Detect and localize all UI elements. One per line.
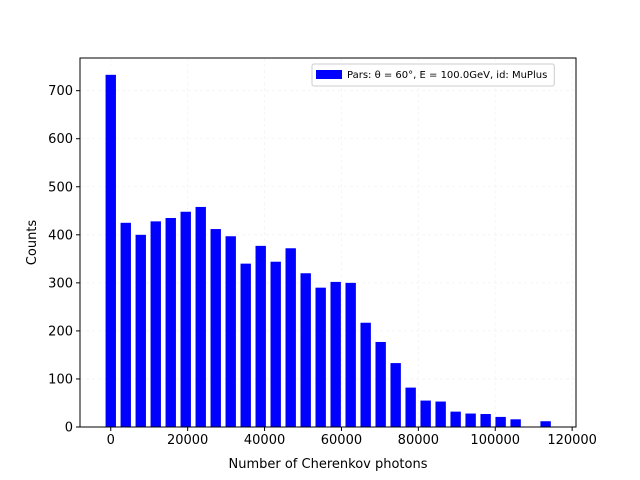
x-tick-label: 0 — [107, 433, 115, 448]
plot-frame — [79, 57, 577, 428]
bar — [390, 363, 401, 427]
x-tick-label: 40000 — [244, 433, 285, 448]
legend-swatch — [316, 70, 342, 79]
bar — [165, 217, 176, 427]
x-tick-label: 100000 — [470, 433, 520, 448]
x-tick-label: 20000 — [167, 433, 208, 448]
x-tick-label: 80000 — [398, 433, 439, 448]
y-tick-label: 0 — [65, 421, 73, 436]
bar — [450, 411, 461, 427]
bar — [225, 236, 236, 427]
bar — [105, 74, 116, 427]
bar — [270, 261, 281, 427]
bar — [315, 287, 326, 427]
x-tick-label: 120000 — [547, 433, 597, 448]
bar — [330, 281, 341, 427]
bar — [540, 421, 551, 427]
x-axis-ticks: 0 20000 40000 60000 80000 100000 120000 — [107, 427, 597, 448]
bar-series — [105, 74, 551, 427]
y-tick-label: 500 — [48, 180, 73, 195]
y-axis-label: Counts — [25, 220, 40, 266]
bar — [285, 248, 296, 427]
bar — [360, 322, 371, 427]
y-tick-label: 600 — [48, 132, 73, 147]
bar — [195, 206, 206, 427]
bar — [420, 400, 431, 427]
x-tick-label: 60000 — [321, 433, 362, 448]
bar — [300, 273, 311, 427]
bar — [120, 222, 131, 427]
y-tick-label: 200 — [48, 324, 73, 339]
bar — [480, 414, 491, 427]
bar — [435, 401, 446, 427]
y-tick-label: 400 — [48, 228, 73, 243]
legend: Pars: θ = 60°, E = 100.0GeV, id: MuPlus — [311, 63, 555, 87]
y-tick-label: 700 — [48, 84, 73, 99]
bar — [180, 211, 191, 427]
bar — [465, 413, 476, 427]
bar — [135, 234, 146, 427]
bar — [255, 245, 266, 427]
bar — [345, 282, 356, 427]
bar — [375, 341, 386, 427]
y-tick-label: 100 — [48, 372, 73, 387]
bar — [510, 419, 521, 427]
x-axis-label: Number of Cherenkov photons — [229, 457, 428, 472]
legend-entry: Pars: θ = 60°, E = 100.0GeV, id: MuPlus — [347, 70, 547, 81]
y-tick-label: 300 — [48, 276, 73, 291]
bar — [210, 229, 221, 427]
legend-box — [311, 63, 555, 87]
bar — [495, 416, 506, 427]
grid-lines — [80, 58, 576, 428]
bar — [150, 221, 161, 427]
y-axis-ticks: 0 100 200 300 400 500 600 700 — [48, 84, 80, 436]
bar — [240, 263, 251, 427]
bar — [405, 387, 416, 427]
